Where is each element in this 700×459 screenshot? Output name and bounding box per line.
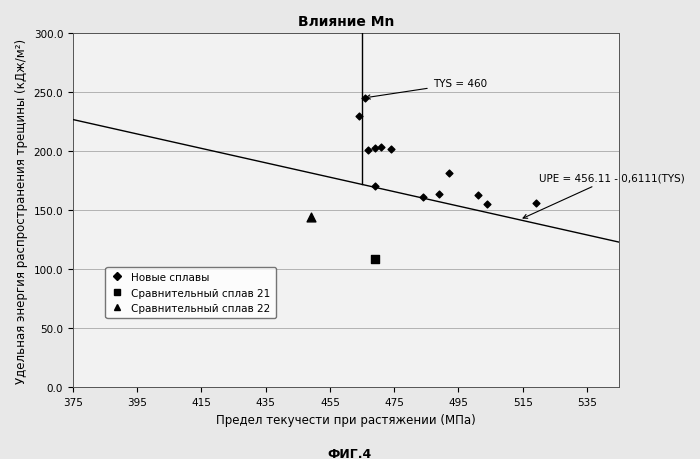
Text: TYS = 460: TYS = 460 xyxy=(366,79,486,100)
Новые сплавы xyxy=(530,200,541,207)
Новые сплавы xyxy=(363,147,374,155)
Новые сплавы xyxy=(385,146,396,153)
Legend: Новые сплавы, Сравнительный сплав 21, Сравнительный сплав 22: Новые сплавы, Сравнительный сплав 21, Ср… xyxy=(106,267,276,319)
Y-axis label: Удельная энергия распространения трещины (кДж/м²): Удельная энергия распространения трещины… xyxy=(15,39,28,383)
Новые сплавы xyxy=(443,169,454,177)
Title: Влияние Mn: Влияние Mn xyxy=(298,15,394,29)
Text: UPE = 456.11 - 0,6111(TYS): UPE = 456.11 - 0,6111(TYS) xyxy=(523,174,685,219)
Новые сплавы xyxy=(433,190,444,198)
Сравнительный сплав 22 xyxy=(305,214,316,222)
Новые сплавы xyxy=(417,194,428,202)
Новые сплавы xyxy=(360,95,371,103)
X-axis label: Предел текучести при растяжении (МПа): Предел текучести при растяжении (МПа) xyxy=(216,413,476,425)
Новые сплавы xyxy=(376,144,387,151)
Новые сплавы xyxy=(370,183,381,190)
Новые сплавы xyxy=(370,145,381,152)
Новые сплавы xyxy=(472,192,483,199)
Text: ФИГ.4: ФИГ.4 xyxy=(328,447,372,459)
Новые сплавы xyxy=(482,202,493,209)
Сравнительный сплав 21 xyxy=(370,256,381,263)
Новые сплавы xyxy=(354,113,365,120)
